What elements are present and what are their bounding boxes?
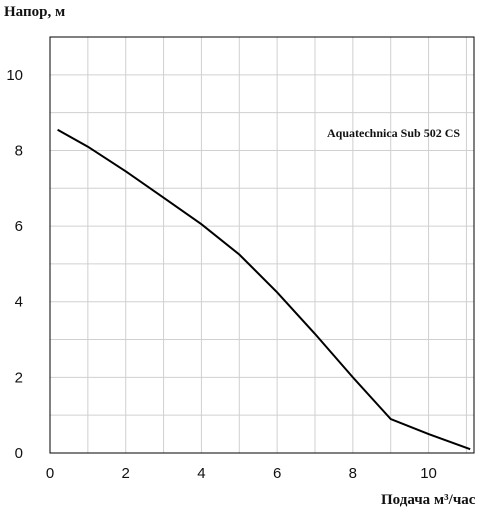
plot-frame [49, 36, 475, 454]
x-tick-label: 0 [46, 465, 54, 482]
x-tick-labels: 0 2 4 6 8 10 [46, 465, 437, 482]
y-tick-label: 10 [6, 67, 23, 84]
grid-lines [50, 37, 474, 453]
y-tick-label: 4 [15, 294, 23, 311]
x-tick-label: 10 [420, 465, 437, 482]
y-tick-label: 2 [15, 369, 23, 386]
y-tick-label: 8 [15, 142, 23, 159]
x-axis-title: Подача м³/час [381, 492, 476, 508]
x-tick-label: 6 [273, 465, 281, 482]
y-tick-label: 6 [15, 218, 23, 235]
x-tick-label: 8 [349, 465, 357, 482]
y-tick-labels: 0 2 4 6 8 10 [6, 67, 23, 462]
y-tick-label: 0 [15, 445, 23, 462]
series-label: Aquatechnica Sub 502 CS [327, 126, 460, 140]
x-tick-label: 4 [197, 465, 205, 482]
y-axis-title: Напор, м [4, 4, 65, 20]
x-tick-label: 2 [122, 465, 130, 482]
series-line [57, 128, 471, 451]
